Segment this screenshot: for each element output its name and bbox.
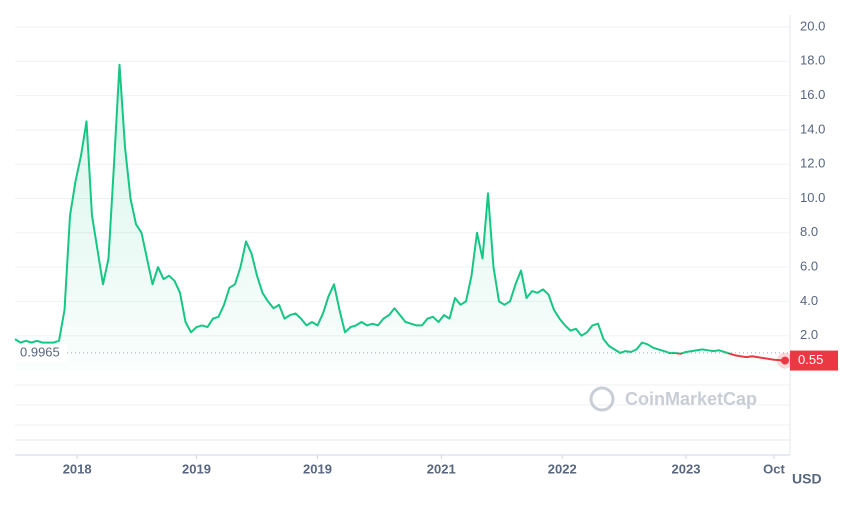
- price-area: [15, 64, 785, 370]
- x-tick-label: 2018: [63, 461, 92, 476]
- x-tick-label: 2023: [672, 461, 701, 476]
- y-tick-label: 12.0: [800, 156, 825, 171]
- y-unit: USD: [792, 471, 822, 487]
- x-tick-label: 2019: [182, 461, 211, 476]
- y-tick-label: 8.0: [800, 224, 818, 239]
- y-tick-label: 14.0: [800, 121, 825, 136]
- baseline-label-bg: [15, 343, 67, 362]
- last-price-label: 0.55: [798, 352, 823, 367]
- y-tick-label: 6.0: [800, 259, 818, 274]
- price-line: [14, 63, 786, 362]
- x-tick-label: 2019: [303, 461, 332, 476]
- y-tick-label: 4.0: [800, 293, 818, 308]
- y-tick-label: 20.0: [800, 18, 825, 33]
- y-tick-label: 10.0: [800, 190, 825, 205]
- watermark-logo: [589, 386, 615, 412]
- watermark-text: CoinMarketCap: [625, 389, 757, 409]
- x-tick-label: 2022: [548, 461, 577, 476]
- x-tick-label: Oct: [763, 461, 785, 476]
- y-tick-label: 16.0: [800, 87, 825, 102]
- last-price-box: [790, 350, 838, 371]
- last-price-dot: [781, 356, 789, 365]
- y-tick-label: 2.0: [800, 327, 818, 342]
- baseline-label: 0.9965: [20, 344, 60, 359]
- x-tick-label: 2021: [427, 461, 456, 476]
- y-tick-label: 18.0: [800, 53, 825, 68]
- volume-panel: [15, 384, 790, 441]
- watermark: CoinMarketCap: [589, 386, 757, 412]
